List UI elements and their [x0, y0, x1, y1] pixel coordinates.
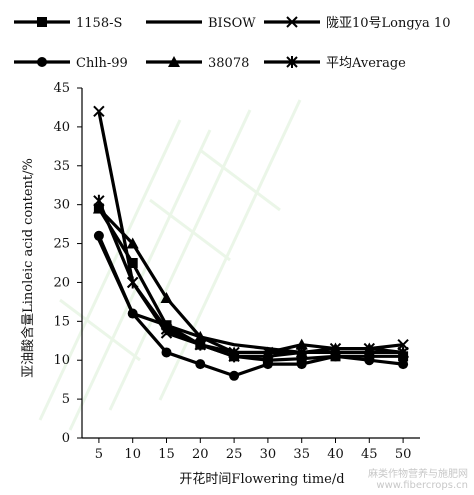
data-point: [160, 292, 173, 303]
data-point: [194, 330, 207, 342]
series-layer: [92, 105, 410, 381]
data-point: [228, 350, 240, 363]
data-point: [93, 194, 105, 207]
y-tick-label: 40: [53, 120, 70, 135]
y-tick-label: 30: [53, 198, 70, 213]
legend-label: 1158-S: [76, 16, 122, 31]
legend-item: Chlh-99: [14, 56, 128, 71]
series-2: [93, 105, 409, 359]
legend-item: 1158-S: [14, 16, 122, 31]
legend-item: 陇亚10号Longya 10: [264, 16, 450, 31]
watermark-line-1: 麻类作物营养与施肥网: [368, 469, 468, 480]
plot-area: 0 5 10 15 20 25 30 35 40 45 5 10 15 20 25 30 35 40 45 50: [53, 81, 420, 462]
watermark-stamp: [38, 99, 302, 431]
data-point: [363, 346, 376, 359]
data-point: [329, 346, 342, 359]
x-tick-label: 10: [124, 447, 141, 462]
y-axis-label: 亚油酸含量Linoleic acid content/%: [20, 158, 36, 378]
series-5: [93, 194, 409, 363]
legend-marker: [286, 16, 298, 28]
legend-item: 平均Average: [264, 56, 406, 71]
x-tick-label: 35: [293, 447, 310, 462]
data-point: [126, 276, 139, 289]
data-point: [127, 258, 138, 268]
x-tick-label: 25: [226, 447, 243, 462]
x-tick-label: 50: [395, 447, 412, 462]
y-tick-label: 20: [53, 275, 70, 290]
data-point: [126, 237, 139, 249]
x-tick-label: 5: [95, 447, 103, 462]
y-tick-label: 45: [53, 81, 70, 96]
x-tick-label: 40: [327, 447, 344, 462]
data-point: [296, 353, 307, 364]
data-point: [194, 338, 207, 351]
x-tick-label: 15: [158, 447, 175, 462]
data-point: [262, 350, 274, 363]
y-tick-label: 10: [53, 353, 70, 368]
series-line: [97, 235, 404, 378]
data-point: [93, 230, 104, 241]
y-tick-label: 15: [53, 314, 70, 329]
data-point: [93, 105, 105, 118]
x-tick-label: 30: [260, 447, 277, 462]
data-point: [364, 355, 375, 366]
data-point: [160, 323, 173, 336]
data-point: [127, 308, 138, 319]
x-axis-label: 开花时间Flowering time/d: [179, 471, 344, 487]
legend-label: 38078: [208, 56, 249, 71]
y-tick-label: 5: [62, 392, 70, 407]
legend-label: 平均Average: [326, 56, 406, 71]
series-line: [97, 207, 404, 355]
series-line: [97, 200, 404, 358]
data-point: [295, 346, 308, 359]
data-point: [229, 370, 240, 381]
legend-item: BISOW: [146, 16, 256, 31]
data-point: [398, 359, 409, 370]
data-point: [195, 359, 206, 370]
legend-label: 陇亚10号Longya 10: [326, 16, 450, 31]
data-point: [295, 338, 308, 350]
legend-label: BISOW: [208, 16, 256, 31]
y-tick-label: 35: [53, 159, 70, 174]
y-tick-label: 25: [53, 237, 70, 252]
x-tick-label: 20: [192, 447, 209, 462]
watermark-line-2: www.fibercrops.cn: [376, 480, 468, 491]
x-tick-label: 45: [361, 447, 378, 462]
data-point: [296, 359, 307, 370]
legend-item: 38078: [146, 56, 249, 71]
data-point: [262, 359, 273, 370]
data-point: [161, 347, 172, 358]
legend-marker: [168, 56, 180, 67]
legend-marker: [37, 17, 47, 27]
series-3: [93, 230, 409, 381]
legend-marker: [286, 56, 298, 68]
legend-marker: [37, 57, 47, 67]
series-line: [97, 207, 404, 362]
y-tick-label: 0: [62, 431, 70, 446]
data-point: [397, 346, 409, 359]
watermark: 麻类作物营养与施肥网 www.fibercrops.cn: [368, 469, 468, 491]
legend: 1158-S BISOW 陇亚10号Longya 10 Chlh-99 38078 平均A…: [14, 16, 450, 71]
legend-label: Chlh-99: [76, 56, 128, 71]
